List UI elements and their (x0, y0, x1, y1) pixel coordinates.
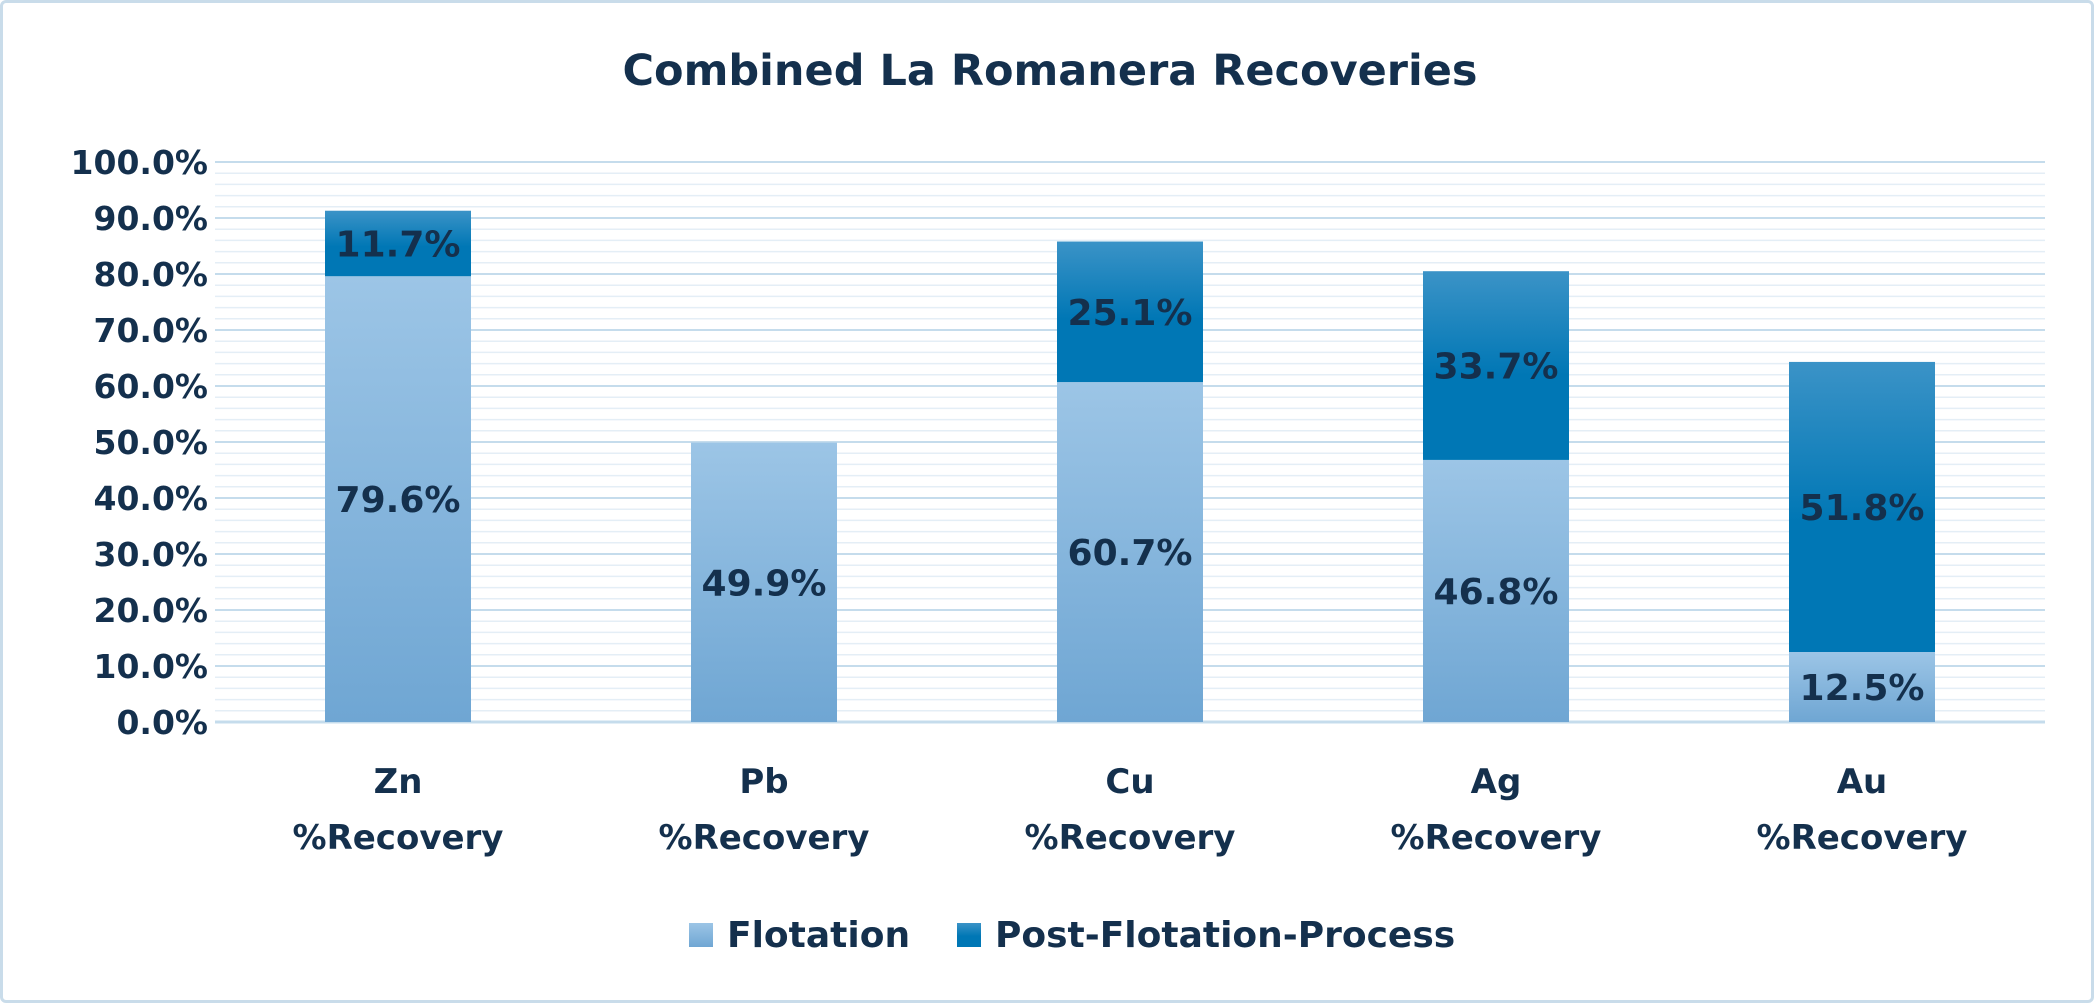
y-axis: 0.0% 10.0% 20.0% 30.0% 40.0% 50.0% 60.0% 70.0% 8… (71, 143, 208, 742)
bar-post-flotation-au (1789, 361, 1935, 652)
legend-swatch-post-flotation (957, 923, 981, 947)
bar-flotation-ag (1423, 459, 1569, 722)
legend-label: Post-Flotation-Process (995, 915, 1455, 956)
category-label: Pb %Recovery (659, 762, 870, 858)
y-tick-label: 0.0% (116, 703, 208, 742)
data-label: 79.6% (336, 480, 461, 521)
data-label: 51.8% (1800, 488, 1925, 529)
category-label-line: Au (1837, 762, 1888, 802)
category-label: Au %Recovery (1757, 762, 1968, 858)
category-label-line: Cu (1105, 762, 1154, 802)
y-tick-label: 80.0% (94, 255, 209, 294)
y-tick-label: 70.0% (94, 311, 209, 350)
y-tick-label: 100.0% (71, 143, 208, 182)
category-label: Cu %Recovery (1025, 762, 1236, 858)
data-label: 25.1% (1068, 293, 1193, 334)
y-tick-label: 90.0% (94, 199, 209, 238)
bar-post-flotation-ag (1423, 271, 1569, 460)
data-label: 60.7% (1068, 533, 1193, 574)
data-label: 49.9% (702, 563, 827, 604)
data-label: 12.5% (1800, 668, 1925, 709)
bar-post-flotation-zn (325, 210, 471, 277)
category-label-line: Ag (1471, 762, 1522, 802)
bars: 79.6% 11.7% 49.9% 60.7% 25.1% 46.8% 33.7% 12.5%… (325, 210, 1935, 722)
data-label: 46.8% (1434, 572, 1559, 613)
category-label-line: %Recovery (659, 818, 870, 858)
y-tick-label: 40.0% (94, 479, 209, 518)
category-label: Zn %Recovery (293, 762, 504, 858)
category-label-line: Pb (739, 762, 788, 802)
category-label: Ag %Recovery (1391, 762, 1602, 858)
bar-flotation-cu (1057, 382, 1203, 722)
chart-svg: Combined La Romanera Recoveries 0.0% 10.0… (71, 46, 2045, 956)
y-tick-label: 30.0% (94, 535, 209, 574)
bar-flotation-pb (691, 442, 837, 722)
x-axis: Zn %Recovery Pb %Recovery Cu %Recovery Ag %Reco… (293, 762, 1968, 858)
legend: Flotation Post-Flotation-Process (689, 915, 1455, 956)
y-tick-label: 60.0% (94, 367, 209, 406)
data-label: 33.7% (1434, 347, 1559, 388)
category-label-line: %Recovery (1391, 818, 1602, 858)
y-tick-label: 20.0% (94, 591, 209, 630)
bar-flotation-au (1789, 652, 1935, 722)
y-tick-label: 50.0% (94, 423, 209, 462)
category-label-line: Zn (374, 762, 423, 802)
bar-flotation-zn (325, 276, 471, 722)
legend-label: Flotation (727, 915, 910, 956)
data-label: 11.7% (336, 224, 461, 265)
y-tick-label: 10.0% (94, 647, 209, 686)
category-label-line: %Recovery (1757, 818, 1968, 858)
legend-swatch-flotation (689, 923, 713, 947)
bar-post-flotation-cu (1057, 241, 1203, 383)
category-label-line: %Recovery (293, 818, 504, 858)
chart-title: Combined La Romanera Recoveries (623, 46, 1478, 96)
category-label-line: %Recovery (1025, 818, 1236, 858)
